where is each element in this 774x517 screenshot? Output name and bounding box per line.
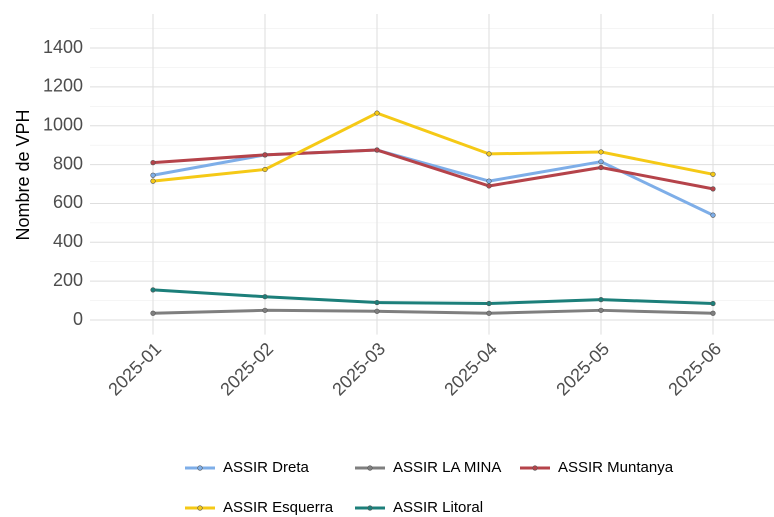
data-point (150, 160, 156, 166)
legend-item: ASSIR Dreta (185, 459, 310, 476)
data-point (486, 300, 492, 307)
data-point (262, 294, 268, 300)
data-point (486, 178, 492, 184)
data-point (598, 159, 604, 165)
series-line (152, 148, 714, 217)
data-point (710, 300, 716, 307)
data-point (150, 310, 156, 316)
data-point (262, 307, 268, 313)
legend-item: ASSIR Muntanya (520, 459, 674, 476)
data-point (262, 166, 268, 173)
legend-label: ASSIR Muntanya (558, 459, 674, 476)
series-line (152, 288, 714, 306)
data-point (150, 287, 156, 293)
y-tick-label: 800 (53, 153, 83, 173)
y-tick-label: 0 (73, 309, 83, 329)
data-point (486, 183, 492, 189)
x-tick-label: 2025-03 (328, 339, 389, 400)
data-point (598, 297, 604, 303)
x-tick-label: 2025-05 (552, 339, 613, 400)
data-point (374, 147, 380, 153)
legend-label: ASSIR Esquerra (223, 499, 334, 516)
x-tick-label: 2025-04 (440, 339, 501, 400)
legend-label: ASSIR Dreta (223, 459, 310, 476)
legend-label: ASSIR Litoral (393, 499, 483, 516)
series-line (152, 148, 714, 191)
data-point (374, 110, 380, 116)
legend-item: ASSIR Litoral (355, 499, 483, 516)
series-line (152, 308, 714, 315)
legend-key-point (197, 505, 203, 511)
data-point (710, 212, 716, 218)
y-tick-label: 1400 (43, 37, 83, 57)
y-tick-label: 600 (53, 192, 83, 212)
legend-key-point (367, 505, 373, 511)
data-point (598, 307, 604, 313)
legend-key-point (532, 465, 538, 471)
y-tick-label: 400 (53, 231, 83, 251)
y-tick-label: 1200 (43, 76, 83, 96)
legend-item: ASSIR Esquerra (185, 499, 334, 516)
data-point (710, 310, 716, 316)
data-point (486, 310, 492, 316)
data-point (374, 308, 380, 314)
data-point (486, 151, 492, 157)
legend-key-point (367, 465, 373, 471)
data-point (374, 299, 380, 306)
y-axis-title: Nombre de VPH (13, 109, 33, 240)
x-tick-label: 2025-06 (664, 339, 725, 400)
data-point (150, 172, 156, 178)
data-point (262, 152, 268, 158)
data-point (150, 178, 156, 184)
x-tick-label: 2025-02 (216, 339, 277, 400)
legend-key-point (197, 465, 203, 471)
y-tick-label: 200 (53, 270, 83, 290)
y-tick-label: 1000 (43, 114, 83, 134)
x-tick-label: 2025-01 (104, 339, 165, 400)
data-point (710, 186, 716, 192)
legend-item: ASSIR LA MINA (355, 459, 501, 476)
data-point (710, 171, 716, 177)
data-point (598, 164, 604, 171)
data-point (598, 149, 604, 155)
legend-label: ASSIR LA MINA (393, 459, 501, 476)
series-line (152, 111, 714, 183)
